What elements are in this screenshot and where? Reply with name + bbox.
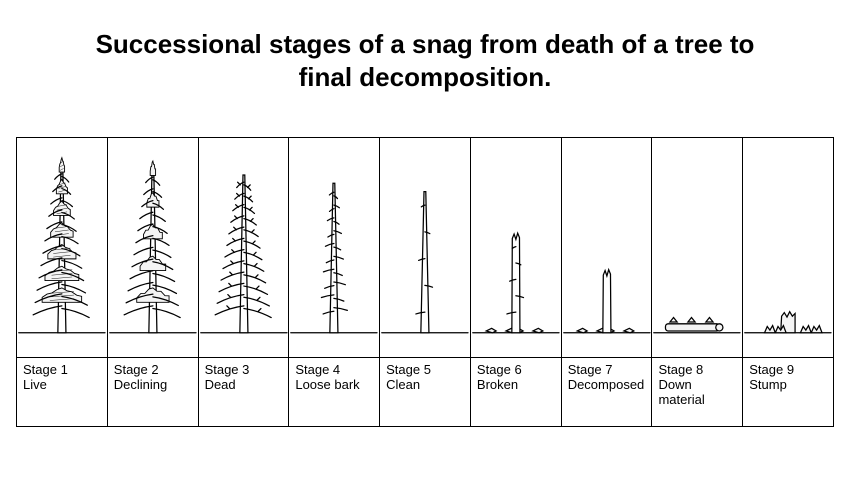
stage-cell: Stage 1Live [17, 138, 108, 426]
stage-caption: Stage 7Decomposed [562, 358, 652, 426]
stage-cell: Stage 5Clean [380, 138, 471, 426]
stage-illustration [743, 138, 833, 358]
stage-illustration [471, 138, 561, 358]
stage-cell: Stage 9Stump [743, 138, 833, 426]
stage-caption: Stage 2Declining [108, 358, 198, 426]
stage-name-label: Broken [477, 377, 555, 392]
stage-number-label: Stage 5 [386, 362, 464, 377]
snag-stages-diagram: Stage 1LiveStage 2DecliningStage 3DeadSt… [16, 137, 834, 427]
stage-caption: Stage 4Loose bark [289, 358, 379, 426]
stage-name-label: Declining [114, 377, 192, 392]
stage-cell: Stage 8Down material [652, 138, 743, 426]
stage-number-label: Stage 9 [749, 362, 827, 377]
stage-number-label: Stage 4 [295, 362, 373, 377]
stage-name-label: Decomposed [568, 377, 646, 392]
stage-number-label: Stage 8 [658, 362, 736, 377]
stage-name-label: Down material [658, 377, 736, 407]
stage-name-label: Dead [205, 377, 283, 392]
stage-name-label: Loose bark [295, 377, 373, 392]
stage-number-label: Stage 2 [114, 362, 192, 377]
stage-number-label: Stage 6 [477, 362, 555, 377]
stage-caption: Stage 3Dead [199, 358, 289, 426]
stage-illustration [652, 138, 742, 358]
stage-name-label: Clean [386, 377, 464, 392]
stage-illustration [289, 138, 379, 358]
stage-cell: Stage 7Decomposed [562, 138, 653, 426]
stage-illustration [17, 138, 107, 358]
stage-name-label: Live [23, 377, 101, 392]
stage-number-label: Stage 1 [23, 362, 101, 377]
stage-illustration [380, 138, 470, 358]
stage-cell: Stage 3Dead [199, 138, 290, 426]
stage-number-label: Stage 7 [568, 362, 646, 377]
stage-illustration [199, 138, 289, 358]
stage-caption: Stage 5Clean [380, 358, 470, 426]
stage-name-label: Stump [749, 377, 827, 392]
stage-caption: Stage 9Stump [743, 358, 833, 426]
stage-illustration [108, 138, 198, 358]
stage-cell: Stage 6Broken [471, 138, 562, 426]
page-title: Successional stages of a snag from death… [0, 0, 850, 113]
stage-illustration [562, 138, 652, 358]
stage-number-label: Stage 3 [205, 362, 283, 377]
stage-caption: Stage 6Broken [471, 358, 561, 426]
stage-caption: Stage 8Down material [652, 358, 742, 426]
stage-cell: Stage 4Loose bark [289, 138, 380, 426]
stage-caption: Stage 1Live [17, 358, 107, 426]
stage-cell: Stage 2Declining [108, 138, 199, 426]
